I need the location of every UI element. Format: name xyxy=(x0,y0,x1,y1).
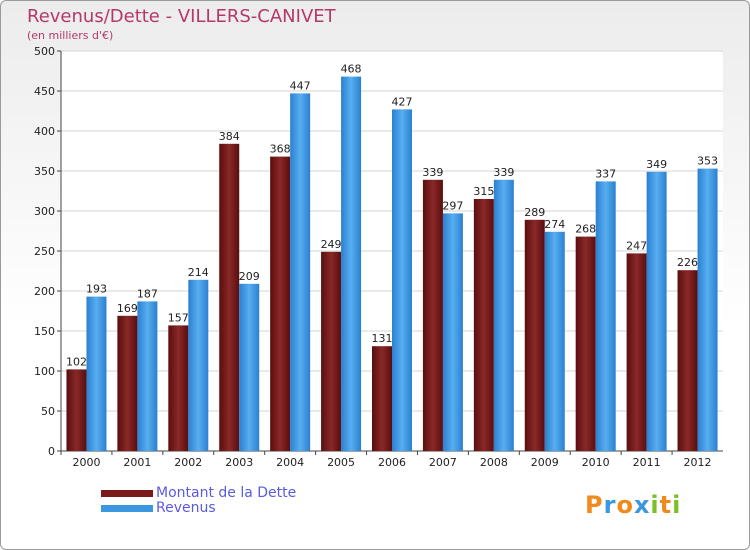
bar-dette-2001 xyxy=(117,315,138,451)
bar-revenus-2002 xyxy=(188,279,209,451)
x-tick-label-2008: 2008 xyxy=(480,456,508,469)
y-tick-label-500: 500 xyxy=(34,45,55,58)
logo-letter-4: i xyxy=(650,491,660,519)
logo-letter-0: P xyxy=(585,491,604,519)
value-label-revenus-2003: 209 xyxy=(239,270,260,283)
x-tick-label-2007: 2007 xyxy=(429,456,457,469)
x-tick-label-2006: 2006 xyxy=(378,456,406,469)
value-label-revenus-2006: 427 xyxy=(392,95,413,108)
bar-revenus-2000 xyxy=(86,296,107,451)
x-tick-label-2005: 2005 xyxy=(327,456,355,469)
bar-revenus-2003 xyxy=(239,283,260,451)
bar-dette-2008 xyxy=(473,199,494,451)
y-tick-label-300: 300 xyxy=(34,205,55,218)
chart-title: Revenus/Dette - VILLERS-CANIVET xyxy=(27,6,336,27)
value-label-revenus-2009: 274 xyxy=(544,218,565,231)
value-label-dette-2009: 289 xyxy=(524,206,545,219)
bar-dette-2004 xyxy=(270,156,291,451)
bar-revenus-2006 xyxy=(392,109,412,452)
logo-letter-3: x xyxy=(633,491,651,519)
logo-letter-5: t xyxy=(659,491,673,519)
x-tick-label-2000: 2000 xyxy=(72,456,100,469)
bar-revenus-2001 xyxy=(137,301,158,451)
bar-dette-2000 xyxy=(66,369,87,451)
value-label-dette-2003: 384 xyxy=(219,130,240,143)
x-tick-label-2004: 2004 xyxy=(276,456,304,469)
value-label-revenus-2008: 339 xyxy=(493,166,514,179)
y-tick-label-450: 450 xyxy=(34,85,55,98)
value-label-dette-2006: 131 xyxy=(372,332,393,345)
bar-revenus-2009 xyxy=(544,231,565,451)
value-label-revenus-2002: 214 xyxy=(188,266,209,279)
proxiti-logo: Proxiti xyxy=(585,491,681,519)
logo-letter-2: o xyxy=(616,491,634,519)
y-tick-label-200: 200 xyxy=(34,285,55,298)
value-label-dette-2004: 368 xyxy=(270,143,291,156)
y-tick-label-250: 250 xyxy=(34,245,55,258)
x-tick-label-2001: 2001 xyxy=(123,456,151,469)
logo-letter-6: i xyxy=(672,491,682,519)
bar-dette-2012 xyxy=(677,270,698,451)
x-tick-label-2010: 2010 xyxy=(582,456,610,469)
chart-subtitle: (en milliers d'€) xyxy=(27,29,114,42)
bar-revenus-2005 xyxy=(341,76,362,451)
x-tick-label-2003: 2003 xyxy=(225,456,253,469)
value-label-revenus-2000: 193 xyxy=(86,283,107,296)
logo-letter-1: r xyxy=(603,491,617,519)
legend-label-revenus: Revenus xyxy=(156,500,216,516)
x-tick-label-2009: 2009 xyxy=(531,456,559,469)
bar-revenus-2010 xyxy=(595,181,616,451)
bar-dette-2003 xyxy=(219,143,240,452)
value-label-dette-2012: 226 xyxy=(677,256,698,269)
bar-dette-2002 xyxy=(168,325,189,451)
y-tick-label-150: 150 xyxy=(34,325,55,338)
x-tick-label-2002: 2002 xyxy=(174,456,202,469)
bar-dette-2005 xyxy=(321,251,342,451)
bar-dette-2006 xyxy=(372,346,392,451)
value-label-revenus-2012: 353 xyxy=(697,155,718,168)
bar-revenus-2004 xyxy=(290,93,311,452)
y-tick-label-50: 50 xyxy=(41,405,55,418)
bar-revenus-2007 xyxy=(442,213,463,451)
legend-label-dette: Montant de la Dette xyxy=(156,485,297,501)
bar-revenus-2011 xyxy=(646,171,667,452)
x-tick-label-2012: 2012 xyxy=(684,456,712,469)
value-label-revenus-2010: 337 xyxy=(595,167,616,180)
y-tick-label-350: 350 xyxy=(34,165,55,178)
legend-swatch-revenus xyxy=(101,505,153,512)
value-label-dette-2008: 315 xyxy=(473,185,494,198)
bar-revenus-2008 xyxy=(493,179,514,452)
bar-dette-2010 xyxy=(575,236,596,451)
bar-revenus-2012 xyxy=(697,168,718,451)
y-tick-label-400: 400 xyxy=(34,125,55,138)
value-label-revenus-2004: 447 xyxy=(290,79,311,92)
legend-swatch-dette xyxy=(101,490,153,497)
x-tick-label-2011: 2011 xyxy=(633,456,661,469)
bar-dette-2009 xyxy=(524,219,545,451)
y-tick-label-100: 100 xyxy=(34,365,55,378)
value-label-dette-2000: 102 xyxy=(66,355,87,368)
value-label-dette-2007: 339 xyxy=(422,166,443,179)
value-label-dette-2005: 249 xyxy=(321,238,342,251)
value-label-dette-2001: 169 xyxy=(117,302,138,315)
value-label-dette-2011: 247 xyxy=(626,239,647,252)
y-tick-label-0: 0 xyxy=(48,445,55,458)
value-label-revenus-2007: 297 xyxy=(442,199,463,212)
value-label-dette-2010: 268 xyxy=(575,223,596,236)
value-label-revenus-2011: 349 xyxy=(646,158,667,171)
value-label-dette-2002: 157 xyxy=(168,311,189,324)
value-label-revenus-2005: 468 xyxy=(341,63,362,76)
value-label-revenus-2001: 187 xyxy=(137,287,158,300)
bar-dette-2007 xyxy=(422,179,443,452)
bar-dette-2011 xyxy=(626,253,647,451)
